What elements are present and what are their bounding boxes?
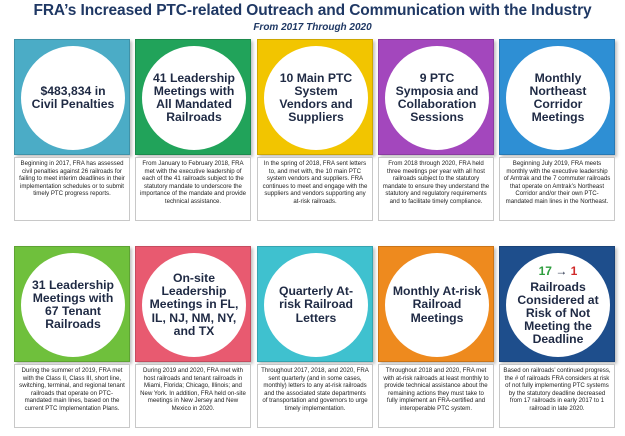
card-panel: On-site Leadership Meetings in FL, IL, N…	[135, 246, 251, 362]
card-panel: 9 PTC Symposia and Collaboration Session…	[378, 39, 494, 155]
card-description: Throughout 2017, 2018, and 2020, FRA sen…	[257, 364, 373, 428]
risk-count-metric: 17 → 1	[539, 264, 578, 278]
card-description: During 2019 and 2020, FRA met with host …	[135, 364, 251, 428]
card-description: During the summer of 2019, FRA met with …	[14, 364, 130, 428]
card-headline: Monthly At-risk Railroad Meetings	[392, 284, 482, 325]
page-title: FRA’s Increased PTC-related Outreach and…	[33, 2, 592, 19]
card-circle: 17 → 1 Railroads Considered at Risk of N…	[506, 253, 610, 357]
card-headline: Monthly Northeast Corridor Meetings	[529, 70, 587, 125]
card-onsite-meetings: On-site Leadership Meetings in FL, IL, N…	[135, 246, 251, 428]
card-quarterly-letters: Quarterly At-risk Railroad Letters Throu…	[257, 246, 373, 428]
card-circle: 10 Main PTC System Vendors and Suppliers	[264, 46, 368, 150]
card-panel: Monthly Northeast Corridor Meetings	[499, 39, 615, 155]
card-description: Beginning in 2017, FRA has assessed civi…	[14, 157, 130, 221]
card-headline: 9 PTC Symposia and Collaboration Session…	[395, 70, 479, 125]
card-at-risk-railroads: 17 → 1 Railroads Considered at Risk of N…	[499, 246, 615, 428]
card-headline: Railroads Considered at Risk of Not Meet…	[517, 279, 599, 347]
card-circle: 31 Leadership Meetings with 67 Tenant Ra…	[21, 253, 125, 357]
card-headline: 41 Leadership Meetings with All Mandated…	[153, 70, 235, 125]
card-headline: 10 Main PTC System Vendors and Suppliers	[279, 70, 353, 125]
card-civil-penalties: $483,834 in Civil Penalties Beginning in…	[14, 39, 130, 221]
card-description: Beginning July 2019, FRA meets monthly w…	[499, 157, 615, 221]
card-circle: 41 Leadership Meetings with All Mandated…	[142, 46, 246, 150]
metric-to-value: 1	[570, 263, 578, 278]
card-panel: $483,834 in Civil Penalties	[14, 39, 130, 155]
card-headline: Quarterly At-risk Railroad Letters	[278, 284, 354, 325]
card-circle: Quarterly At-risk Railroad Letters	[264, 253, 368, 357]
card-tenant-railroads: 31 Leadership Meetings with 67 Tenant Ra…	[14, 246, 130, 428]
page-subtitle: From 2017 Through 2020	[253, 22, 372, 33]
card-panel: Quarterly At-risk Railroad Letters	[257, 246, 373, 362]
card-headline: $483,834 in Civil Penalties	[31, 83, 115, 111]
card-circle: 9 PTC Symposia and Collaboration Session…	[385, 46, 489, 150]
card-panel: Monthly At-risk Railroad Meetings	[378, 246, 494, 362]
card-description: From 2018 through 2020, FRA held three m…	[378, 157, 494, 221]
metric-from-value: 17	[538, 263, 552, 278]
card-circle: Monthly At-risk Railroad Meetings	[385, 253, 489, 357]
card-circle: Monthly Northeast Corridor Meetings	[506, 46, 610, 150]
card-leadership-meetings-mandated: 41 Leadership Meetings with All Mandated…	[135, 39, 251, 221]
card-headline: 31 Leadership Meetings with 67 Tenant Ra…	[32, 277, 114, 332]
card-monthly-at-risk-meetings: Monthly At-risk Railroad Meetings Throug…	[378, 246, 494, 428]
card-circle: On-site Leadership Meetings in FL, IL, N…	[142, 253, 246, 357]
card-circle: $483,834 in Civil Penalties	[21, 46, 125, 150]
card-panel: 41 Leadership Meetings with All Mandated…	[135, 39, 251, 155]
card-vendors-suppliers: 10 Main PTC System Vendors and Suppliers…	[257, 39, 373, 221]
card-symposia: 9 PTC Symposia and Collaboration Session…	[378, 39, 494, 221]
card-panel: 31 Leadership Meetings with 67 Tenant Ra…	[14, 246, 130, 362]
card-description: Based on railroads’ continued progress, …	[499, 364, 615, 428]
card-description: From January to February 2018, FRA met w…	[135, 157, 251, 221]
card-panel: 17 → 1 Railroads Considered at Risk of N…	[499, 246, 615, 362]
card-description: In the spring of 2018, FRA sent letters …	[257, 157, 373, 221]
card-panel: 10 Main PTC System Vendors and Suppliers	[257, 39, 373, 155]
card-description: Throughout 2018 and 2020, FRA met with a…	[378, 364, 494, 428]
card-headline: On-site Leadership Meetings in FL, IL, N…	[149, 271, 239, 338]
card-northeast-corridor: Monthly Northeast Corridor Meetings Begi…	[499, 39, 615, 221]
arrow-right-icon: →	[555, 263, 568, 278]
